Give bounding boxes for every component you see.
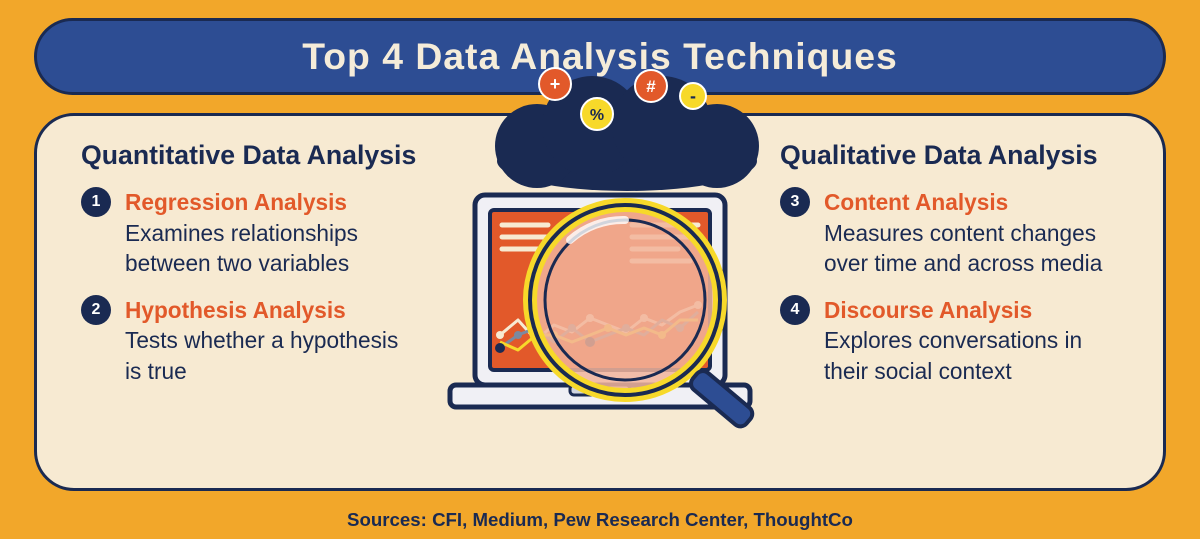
svg-text:-: - bbox=[690, 86, 696, 106]
item-desc: Measures content changes over time and a… bbox=[824, 218, 1119, 279]
thought-bubbles: + % # - bbox=[427, 56, 827, 196]
item-desc: Explores conversations in their social c… bbox=[824, 325, 1119, 386]
content-box: + % # - Quantitative Data Analysis 1 Reg… bbox=[34, 113, 1166, 491]
item-title: Content Analysis bbox=[824, 187, 1119, 218]
item-body: Content Analysis Measures content change… bbox=[824, 187, 1119, 279]
item-body: Hypothesis Analysis Tests whether a hypo… bbox=[125, 295, 420, 387]
item-desc: Examines relationships between two varia… bbox=[125, 218, 420, 279]
item-title: Discourse Analysis bbox=[824, 295, 1119, 326]
svg-text:#: # bbox=[646, 77, 656, 96]
bubble-chip-plus: + bbox=[539, 68, 571, 100]
left-heading: Quantitative Data Analysis bbox=[81, 140, 420, 171]
infographic-root: Top 4 Data Analysis Techniques + % bbox=[0, 0, 1200, 539]
list-item: 4 Discourse Analysis Explores conversati… bbox=[780, 295, 1119, 387]
left-column: Quantitative Data Analysis 1 Regression … bbox=[81, 140, 420, 464]
item-desc: Tests whether a hypothesis is true bbox=[125, 325, 420, 386]
number-badge: 4 bbox=[780, 295, 810, 325]
bubble-chip-percent: % bbox=[581, 98, 613, 130]
item-title: Regression Analysis bbox=[125, 187, 420, 218]
list-item: 3 Content Analysis Measures content chan… bbox=[780, 187, 1119, 279]
right-column: Qualitative Data Analysis 3 Content Anal… bbox=[780, 140, 1119, 464]
svg-text:+: + bbox=[550, 74, 561, 94]
list-item: 2 Hypothesis Analysis Tests whether a hy… bbox=[81, 295, 420, 387]
bubble-chip-hash: # bbox=[635, 70, 667, 102]
sources-footer: Sources: CFI, Medium, Pew Research Cente… bbox=[34, 509, 1166, 531]
item-title: Hypothesis Analysis bbox=[125, 295, 420, 326]
bubble-chip-minus: - bbox=[680, 83, 706, 109]
cloud-shape bbox=[495, 76, 759, 191]
list-item: 1 Regression Analysis Examines relations… bbox=[81, 187, 420, 279]
number-badge: 2 bbox=[81, 295, 111, 325]
number-badge: 1 bbox=[81, 187, 111, 217]
item-body: Discourse Analysis Explores conversation… bbox=[824, 295, 1119, 387]
item-body: Regression Analysis Examines relationshi… bbox=[125, 187, 420, 279]
svg-text:%: % bbox=[590, 107, 604, 124]
right-heading: Qualitative Data Analysis bbox=[780, 140, 1119, 171]
